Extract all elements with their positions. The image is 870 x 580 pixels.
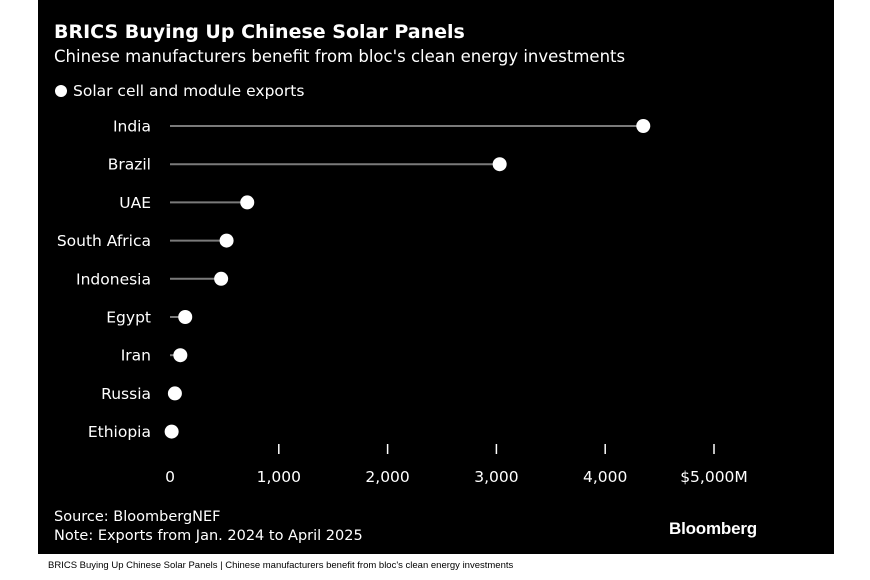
category-label-iran: Iran (121, 347, 151, 365)
footer: Source: BloombergNEF Note: Exports from … (54, 508, 363, 546)
legend-marker-icon (55, 85, 67, 97)
x-tick-label-3000: 3,000 (474, 468, 518, 486)
marker-indonesia (214, 271, 229, 286)
image-caption: BRICS Buying Up Chinese Solar Panels | C… (48, 560, 514, 571)
x-axis-ticks-group (278, 444, 715, 454)
marker-south-africa (219, 233, 234, 248)
category-label-india: India (113, 118, 151, 136)
source-note: Source: BloombergNEF (54, 509, 221, 525)
chart-subtitle: Chinese manufacturers benefit from bloc'… (54, 47, 626, 66)
chart-title: BRICS Buying Up Chinese Solar Panels (54, 21, 465, 43)
marker-india (636, 119, 651, 133)
x-tick-label-4000: 4,000 (583, 468, 627, 486)
x-axis-tick-labels-group: 0 1,000 2,000 3,000 4,000 $5,000M (165, 468, 748, 486)
x-tick-label-1000: 1,000 (257, 468, 301, 486)
marker-russia (167, 386, 182, 401)
marker-brazil (492, 157, 507, 172)
category-label-indonesia: Indonesia (76, 270, 151, 288)
category-label-ethiopia: Ethiopia (88, 423, 151, 441)
category-label-south-africa: South Africa (57, 232, 151, 250)
category-labels-group: India Brazil UAE South Africa Indonesia Egypt… (57, 118, 151, 442)
stems-group (170, 125, 644, 433)
category-label-uae: UAE (119, 194, 151, 212)
marker-uae (240, 195, 255, 210)
legend: Solar cell and module exports (55, 82, 304, 100)
category-label-russia: Russia (101, 385, 151, 403)
x-tick-label-2000: 2,000 (365, 468, 409, 486)
x-tick-label-0: 0 (165, 468, 175, 486)
category-label-brazil: Brazil (108, 156, 151, 174)
marker-iran (173, 348, 188, 363)
markers-group (164, 119, 651, 439)
marker-egypt (178, 310, 193, 324)
bloomberg-logo: Bloomberg (669, 519, 757, 538)
legend-label: Solar cell and module exports (73, 82, 305, 100)
footnote: Note: Exports from Jan. 2024 to April 20… (54, 528, 363, 544)
category-label-egypt: Egypt (106, 309, 151, 327)
x-tick-label-5000: $5,000M (680, 468, 748, 486)
chart-panel: BRICS Buying Up Chinese Solar Panels Chi… (38, 0, 834, 554)
plot-area: India Brazil UAE South Africa Indonesia Egypt… (57, 118, 748, 487)
marker-ethiopia (164, 424, 179, 439)
